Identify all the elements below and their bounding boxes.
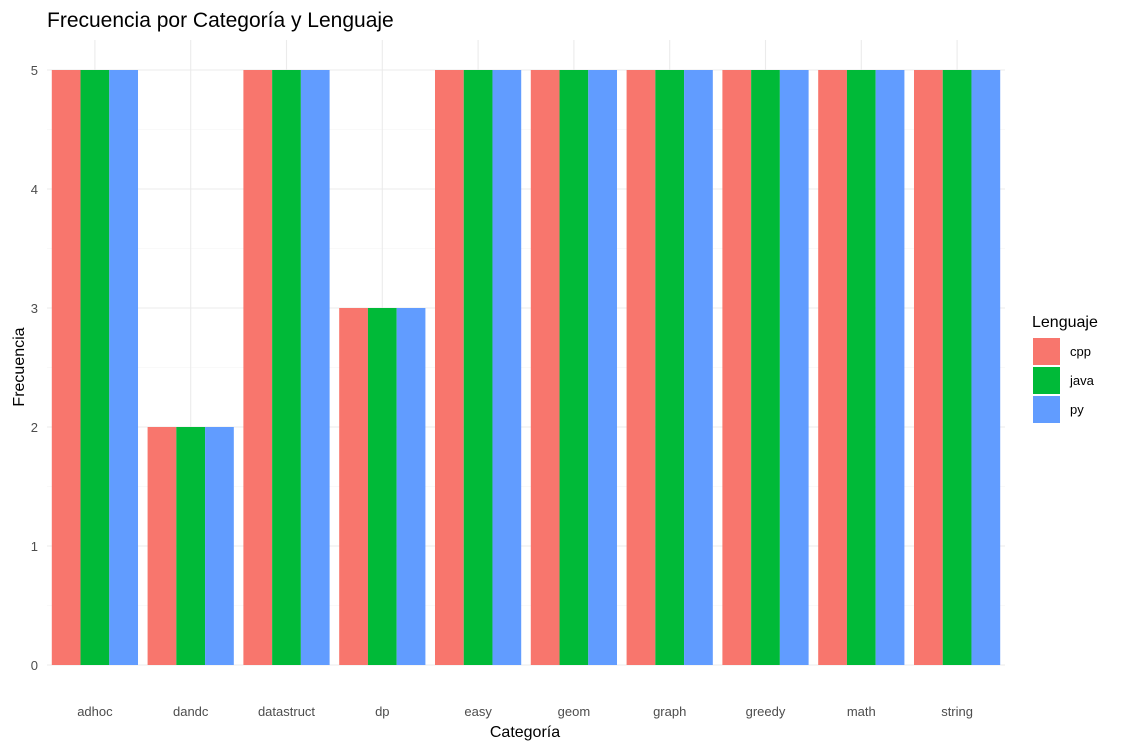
x-tick-label: greedy bbox=[746, 704, 786, 719]
bar-dandc-cpp bbox=[147, 427, 177, 665]
y-tick-label: 1 bbox=[31, 539, 38, 554]
legend-label-cpp: cpp bbox=[1070, 344, 1091, 359]
x-tick-label: adhoc bbox=[77, 704, 113, 719]
bar-graph-py bbox=[684, 70, 713, 665]
x-tick-label: math bbox=[847, 704, 876, 719]
bars bbox=[51, 70, 1001, 665]
bar-easy-cpp bbox=[434, 70, 464, 665]
bar-dandc-py bbox=[205, 427, 234, 665]
legend-key-java bbox=[1033, 367, 1060, 394]
bar-math-py bbox=[875, 70, 905, 665]
y-tick-label: 3 bbox=[31, 301, 38, 316]
bar-adhoc-java bbox=[80, 70, 110, 665]
x-axis-title: Categoría bbox=[490, 724, 560, 741]
bar-dp-java bbox=[367, 308, 397, 665]
x-axis: adhoc dandc datastruct dp easy geom graph greed… bbox=[77, 704, 973, 719]
bar-greedy-java bbox=[751, 70, 780, 665]
bar-easy-py bbox=[492, 70, 522, 665]
bar-easy-java bbox=[463, 70, 493, 665]
y-axis-title: Frecuencia bbox=[11, 327, 28, 406]
bar-string-cpp bbox=[913, 70, 943, 665]
x-tick-label: dp bbox=[375, 704, 389, 719]
bar-greedy-cpp bbox=[722, 70, 752, 665]
x-tick-label: graph bbox=[653, 704, 686, 719]
bar-adhoc-cpp bbox=[51, 70, 81, 665]
legend-label-java: java bbox=[1069, 373, 1095, 388]
bar-geom-cpp bbox=[530, 70, 560, 665]
bar-datastruct-java bbox=[272, 70, 301, 665]
x-tick-label: easy bbox=[464, 704, 492, 719]
y-tick-label: 4 bbox=[31, 182, 38, 197]
y-tick-label: 2 bbox=[31, 420, 38, 435]
bar-math-java bbox=[846, 70, 876, 665]
y-tick-label: 5 bbox=[31, 63, 38, 78]
bar-datastruct-py bbox=[300, 70, 330, 665]
bar-geom-py bbox=[588, 70, 618, 665]
bar-geom-java bbox=[559, 70, 589, 665]
legend-label-py: py bbox=[1070, 402, 1084, 417]
y-axis: 0 1 2 3 4 5 bbox=[31, 63, 38, 673]
bar-string-py bbox=[971, 70, 1001, 665]
bar-datastruct-cpp bbox=[243, 70, 273, 665]
bar-dp-py bbox=[396, 308, 426, 665]
bar-dp-cpp bbox=[339, 308, 368, 665]
bar-adhoc-py bbox=[109, 70, 139, 665]
bar-graph-cpp bbox=[626, 70, 656, 665]
y-tick-label: 0 bbox=[31, 658, 38, 673]
legend: Lenguaje cpp java py bbox=[1032, 314, 1098, 423]
chart-title: Frecuencia por Categoría y Lenguaje bbox=[47, 9, 394, 32]
bar-graph-java bbox=[655, 70, 685, 665]
bar-dandc-java bbox=[176, 427, 206, 665]
bar-math-cpp bbox=[818, 70, 847, 665]
legend-key-cpp bbox=[1033, 338, 1060, 365]
legend-key-py bbox=[1033, 396, 1060, 423]
x-tick-label: geom bbox=[558, 704, 591, 719]
bar-string-java bbox=[942, 70, 972, 665]
x-tick-label: string bbox=[941, 704, 973, 719]
legend-title: Lenguaje bbox=[1032, 314, 1098, 331]
x-tick-label: dandc bbox=[173, 704, 209, 719]
bar-greedy-py bbox=[779, 70, 809, 665]
x-tick-label: datastruct bbox=[258, 704, 315, 719]
